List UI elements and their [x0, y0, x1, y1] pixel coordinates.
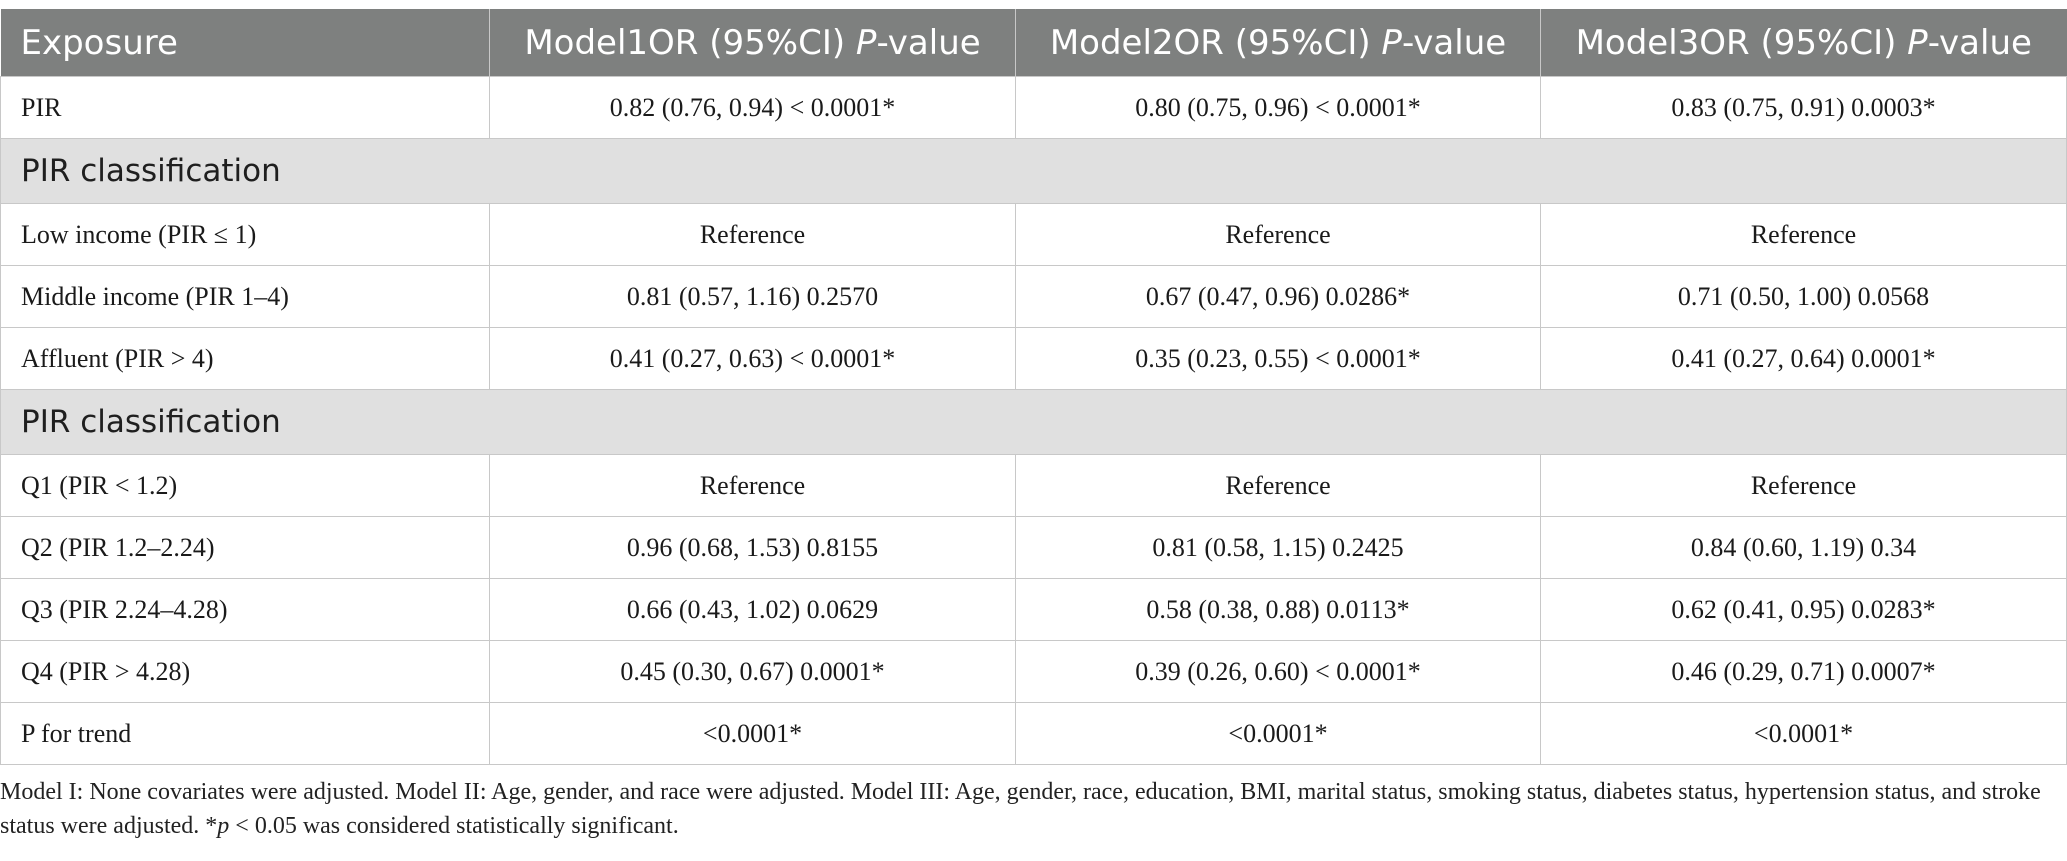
cell-model3: Reference [1540, 454, 2067, 517]
table-row: Low income (PIR ≤ 1) Reference Reference… [0, 203, 2067, 266]
cell-model1: 0.96 (0.68, 1.53) 0.8155 [489, 516, 1016, 579]
table-row: Q4 (PIR > 4.28) 0.45 (0.30, 0.67) 0.0001… [0, 640, 2067, 703]
cell-model3: 0.84 (0.60, 1.19) 0.34 [1540, 516, 2067, 579]
cell-model1: 0.66 (0.43, 1.02) 0.0629 [489, 578, 1016, 641]
cell-model3: 0.71 (0.50, 1.00) 0.0568 [1540, 265, 2067, 328]
table-row: Q3 (PIR 2.24–4.28) 0.66 (0.43, 1.02) 0.0… [0, 578, 2067, 641]
header-model3-suffix: -value [1927, 22, 2032, 63]
table-row: Q2 (PIR 1.2–2.24) 0.96 (0.68, 1.53) 0.81… [0, 516, 2067, 579]
header-model3-p: P [1907, 22, 1928, 63]
header-exposure: Exposure [0, 9, 490, 77]
cell-model1: 0.45 (0.30, 0.67) 0.0001* [489, 640, 1016, 703]
results-table-container: Exposure Model1OR (95%CI) P-value Model2… [0, 9, 2067, 765]
row-label: Q3 (PIR 2.24–4.28) [0, 578, 490, 641]
cell-model2: 0.58 (0.38, 0.88) 0.0113* [1015, 578, 1541, 641]
footnote-p-symbol: p [217, 813, 230, 839]
cell-model1: 0.81 (0.57, 1.16) 0.2570 [489, 265, 1016, 328]
row-label: Q2 (PIR 1.2–2.24) [0, 516, 490, 579]
row-label: Q1 (PIR < 1.2) [0, 454, 490, 517]
cell-model2: 0.80 (0.75, 0.96) < 0.0001* [1015, 76, 1541, 139]
table-row: PIR 0.82 (0.76, 0.94) < 0.0001* 0.80 (0.… [0, 76, 2067, 139]
table-row: P for trend <0.0001* <0.0001* <0.0001* [0, 702, 2067, 765]
cell-model1: Reference [489, 454, 1016, 517]
cell-model3: 0.46 (0.29, 0.71) 0.0007* [1540, 640, 2067, 703]
table-footnote: Model I: None covariates were adjusted. … [0, 775, 2066, 843]
cell-model2: <0.0001* [1015, 702, 1541, 765]
table-row: Middle income (PIR 1–4) 0.81 (0.57, 1.16… [0, 265, 2067, 328]
header-model1: Model1OR (95%CI) P-value [489, 9, 1016, 77]
cell-model1: 0.41 (0.27, 0.63) < 0.0001* [489, 327, 1016, 390]
row-label: Low income (PIR ≤ 1) [0, 203, 490, 266]
cell-model3: 0.62 (0.41, 0.95) 0.0283* [1540, 578, 2067, 641]
cell-model1: Reference [489, 203, 1016, 266]
cell-model2: 0.67 (0.47, 0.96) 0.0286* [1015, 265, 1541, 328]
cell-model2: 0.39 (0.26, 0.60) < 0.0001* [1015, 640, 1541, 703]
section-label: PIR classification [0, 138, 2067, 204]
results-table: Exposure Model1OR (95%CI) P-value Model2… [0, 9, 2067, 765]
header-model2-name: Model2 [1049, 22, 1174, 63]
section-row: PIR classification [0, 138, 2067, 204]
header-model1-suffix: -value [876, 22, 981, 63]
header-model1-stat: OR (95%CI) [648, 22, 846, 63]
cell-model2: 0.81 (0.58, 1.15) 0.2425 [1015, 516, 1541, 579]
row-label: Middle income (PIR 1–4) [0, 265, 490, 328]
header-model2: Model2OR (95%CI) P-value [1015, 9, 1541, 77]
header-model1-p: P [855, 22, 877, 63]
footnote-text: Model I: None covariates were adjusted. … [0, 779, 2041, 839]
row-label: Q4 (PIR > 4.28) [0, 640, 490, 703]
table-row: Affluent (PIR > 4) 0.41 (0.27, 0.63) < 0… [0, 327, 2067, 390]
header-model3-name: Model3 [1575, 22, 1700, 63]
header-model1-name: Model1 [524, 22, 649, 63]
cell-model3: Reference [1540, 203, 2067, 266]
cell-model2: 0.35 (0.23, 0.55) < 0.0001* [1015, 327, 1541, 390]
cell-model1: 0.82 (0.76, 0.94) < 0.0001* [489, 76, 1016, 139]
header-model2-p: P [1381, 22, 1402, 63]
cell-model1: <0.0001* [489, 702, 1016, 765]
row-label: Affluent (PIR > 4) [0, 327, 490, 390]
row-label: P for trend [0, 702, 490, 765]
row-label: PIR [0, 76, 490, 139]
cell-model3: <0.0001* [1540, 702, 2067, 765]
section-label: PIR classification [0, 389, 2067, 455]
header-model2-stat: OR (95%CI) [1173, 22, 1371, 63]
cell-model2: Reference [1015, 454, 1541, 517]
header-model2-suffix: -value [1401, 22, 1507, 63]
section-row: PIR classification [0, 389, 2067, 455]
cell-model3: 0.83 (0.75, 0.91) 0.0003* [1540, 76, 2067, 139]
header-model3: Model3OR (95%CI) P-value [1540, 9, 2067, 77]
cell-model3: 0.41 (0.27, 0.64) 0.0001* [1540, 327, 2067, 390]
table-row: Q1 (PIR < 1.2) Reference Reference Refer… [0, 454, 2067, 517]
header-model3-stat: OR (95%CI) [1699, 22, 1897, 63]
header-row: Exposure Model1OR (95%CI) P-value Model2… [0, 9, 2067, 77]
cell-model2: Reference [1015, 203, 1541, 266]
footnote-text-end: < 0.05 was considered statistically sign… [229, 813, 679, 839]
